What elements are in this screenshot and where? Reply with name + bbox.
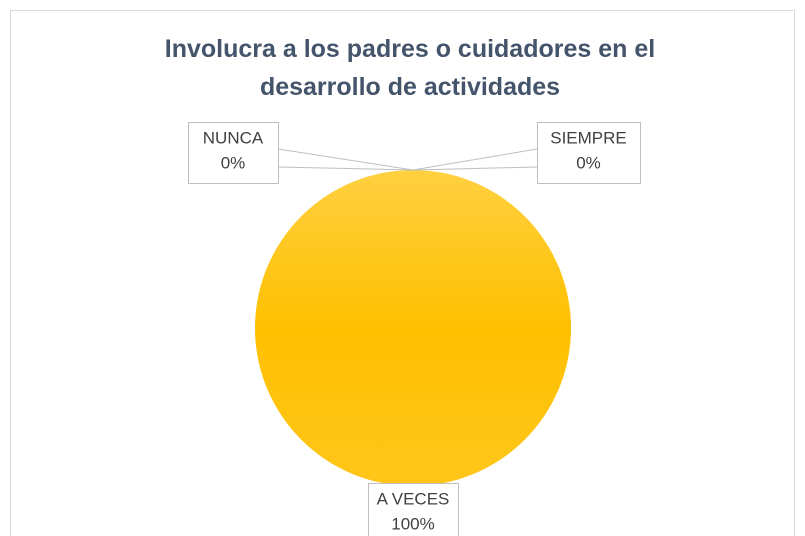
title-box: Involucra a los padres o cuidadores en e… xyxy=(164,35,656,101)
value-label: 100% xyxy=(391,514,434,533)
category-label: SIEMPRE xyxy=(550,128,627,147)
leader-line xyxy=(412,148,538,171)
label-box xyxy=(368,483,459,536)
category-label: NUNCA xyxy=(203,128,264,147)
value-label: 0% xyxy=(221,153,246,172)
pie-slice xyxy=(255,170,571,486)
value-label: 0% xyxy=(576,153,601,172)
category-label: A VECES xyxy=(377,489,450,508)
chart-title: Involucra a los padres o cuidadores en e… xyxy=(164,35,656,101)
label-box xyxy=(537,122,641,184)
label-box xyxy=(188,122,279,184)
